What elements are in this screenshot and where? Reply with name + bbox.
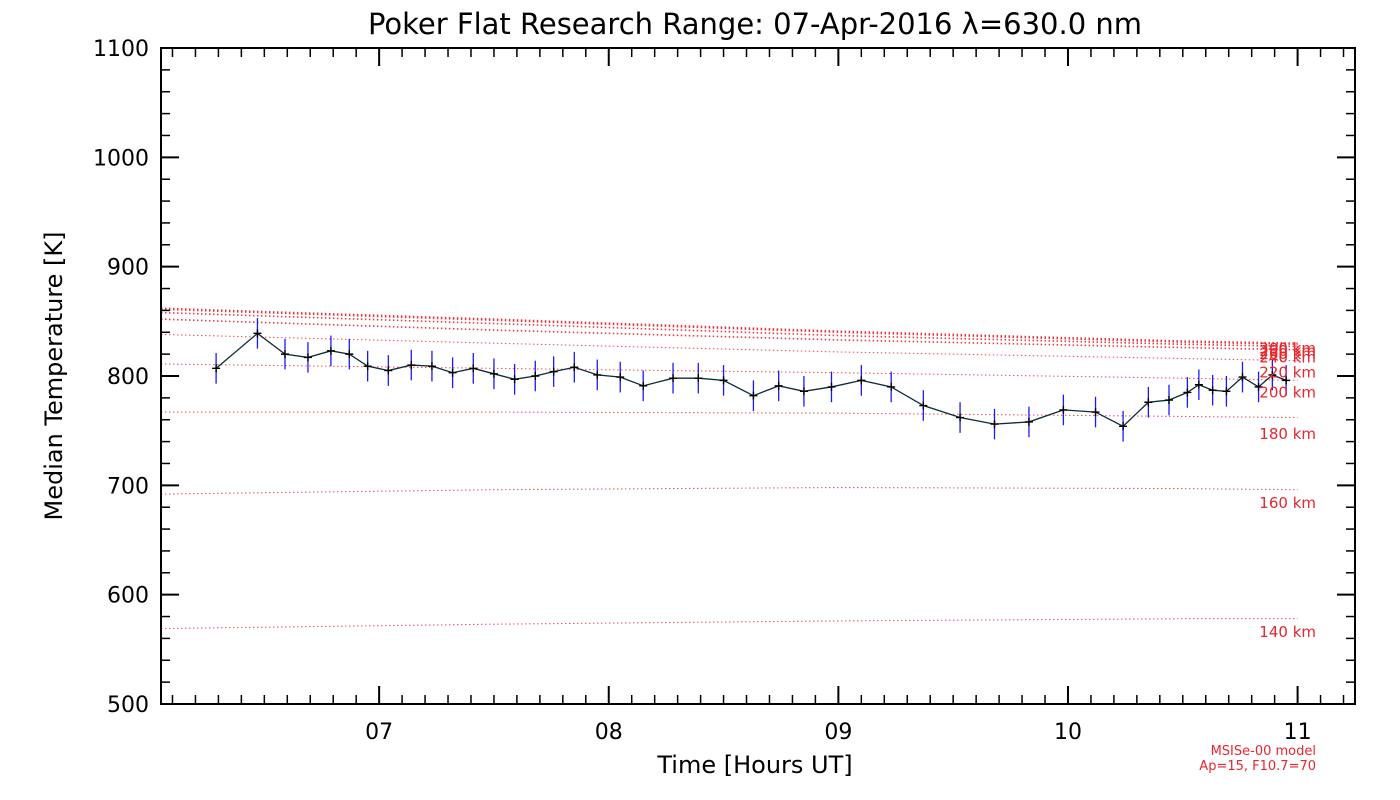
data-point	[1194, 380, 1203, 389]
y-tick-label: 900	[107, 256, 149, 281]
data-point	[827, 382, 836, 391]
model-label: 280 km	[1259, 342, 1316, 360]
model-curve-280-km	[160, 308, 1298, 346]
data-point	[549, 367, 558, 376]
model-curve-200-km	[160, 363, 1298, 381]
data-point	[616, 373, 625, 382]
data-point	[1119, 422, 1128, 431]
data-point	[363, 362, 372, 371]
model-curve-180-km	[161, 411, 1298, 419]
data-point	[1059, 405, 1068, 414]
chart-title: Poker Flat Research Range: 07-Apr-2016 λ…	[368, 7, 1142, 41]
model-label: 140 km	[1259, 623, 1316, 641]
data-point	[407, 361, 416, 370]
data-point	[1222, 387, 1231, 396]
data-point	[719, 376, 728, 385]
data-point	[570, 363, 579, 372]
data-point	[639, 381, 648, 390]
data-point	[919, 401, 928, 410]
model-curve-260-km	[160, 311, 1298, 348]
x-axis: 07 08 09 10 11	[171, 48, 1345, 745]
model-label: 200 km	[1259, 383, 1316, 401]
data-point	[669, 374, 678, 383]
data-point	[448, 368, 457, 377]
data-point	[1024, 417, 1033, 426]
model-label: 220 km	[1259, 364, 1316, 382]
model-curve-160-km	[160, 486, 1298, 495]
y-tick-label: 1100	[93, 37, 149, 62]
x-tick-label: 07	[365, 720, 393, 745]
model-curve-220-km	[160, 333, 1298, 362]
data-point	[345, 350, 354, 359]
model-curve-240-km	[160, 318, 1298, 351]
model-curve-300-km	[160, 307, 1298, 344]
y-tick-label: 700	[107, 474, 149, 499]
x-tick-label: 10	[1054, 720, 1082, 745]
data-point	[956, 413, 965, 422]
plot-frame	[160, 47, 1356, 705]
data-point	[1238, 373, 1247, 382]
data-point	[531, 372, 540, 380]
data-point	[212, 364, 221, 373]
model-curve-140-km	[160, 618, 1298, 630]
data-point	[857, 376, 866, 385]
y-tick-label: 500	[107, 693, 149, 718]
data-point	[303, 353, 312, 362]
data-point	[774, 381, 783, 390]
data-point	[799, 387, 808, 396]
model-label: 300 km	[1259, 340, 1316, 358]
data-point	[1183, 388, 1192, 397]
x-tick-label: 11	[1284, 720, 1312, 745]
data-point	[253, 329, 262, 338]
data-point	[469, 364, 478, 373]
data-point	[749, 391, 758, 400]
model-params-note: Ap=15, F10.7=70	[1199, 759, 1316, 774]
model-label: 160 km	[1259, 494, 1316, 512]
data-point	[384, 366, 393, 375]
data-point	[694, 374, 703, 383]
y-tick-label: 800	[107, 365, 149, 390]
y-axis-label: Median Temperature [K]	[40, 231, 68, 520]
data-point	[1282, 376, 1291, 385]
data-point	[1208, 386, 1217, 395]
model-name-note: MSISe-00 model	[1211, 744, 1316, 759]
data-point	[1165, 396, 1174, 405]
x-axis-label: Time [Hours UT]	[656, 751, 852, 779]
data-point	[990, 420, 999, 429]
series-line	[215, 332, 1287, 428]
data-point	[1254, 382, 1263, 391]
data-point	[1144, 398, 1153, 407]
data-point	[887, 382, 896, 391]
data-point	[427, 362, 436, 371]
model-label: 180 km	[1259, 425, 1316, 443]
x-tick-label: 08	[595, 720, 623, 745]
data-point	[489, 369, 498, 378]
model-label: 240 km	[1259, 348, 1316, 366]
y-tick-label: 600	[107, 584, 149, 609]
data-point	[1091, 408, 1100, 417]
model-curves	[160, 307, 1298, 630]
y-axis: 500 600 700 800 900 1000 1100	[93, 37, 1355, 718]
data-point	[1268, 370, 1277, 379]
data-point	[326, 346, 335, 355]
model-label: 260 km	[1259, 345, 1316, 363]
data-point	[510, 375, 519, 384]
data-series	[212, 318, 1291, 442]
y-tick-label: 1000	[93, 146, 149, 171]
data-point	[280, 350, 289, 359]
x-tick-label: 09	[824, 720, 852, 745]
data-point	[593, 370, 602, 379]
